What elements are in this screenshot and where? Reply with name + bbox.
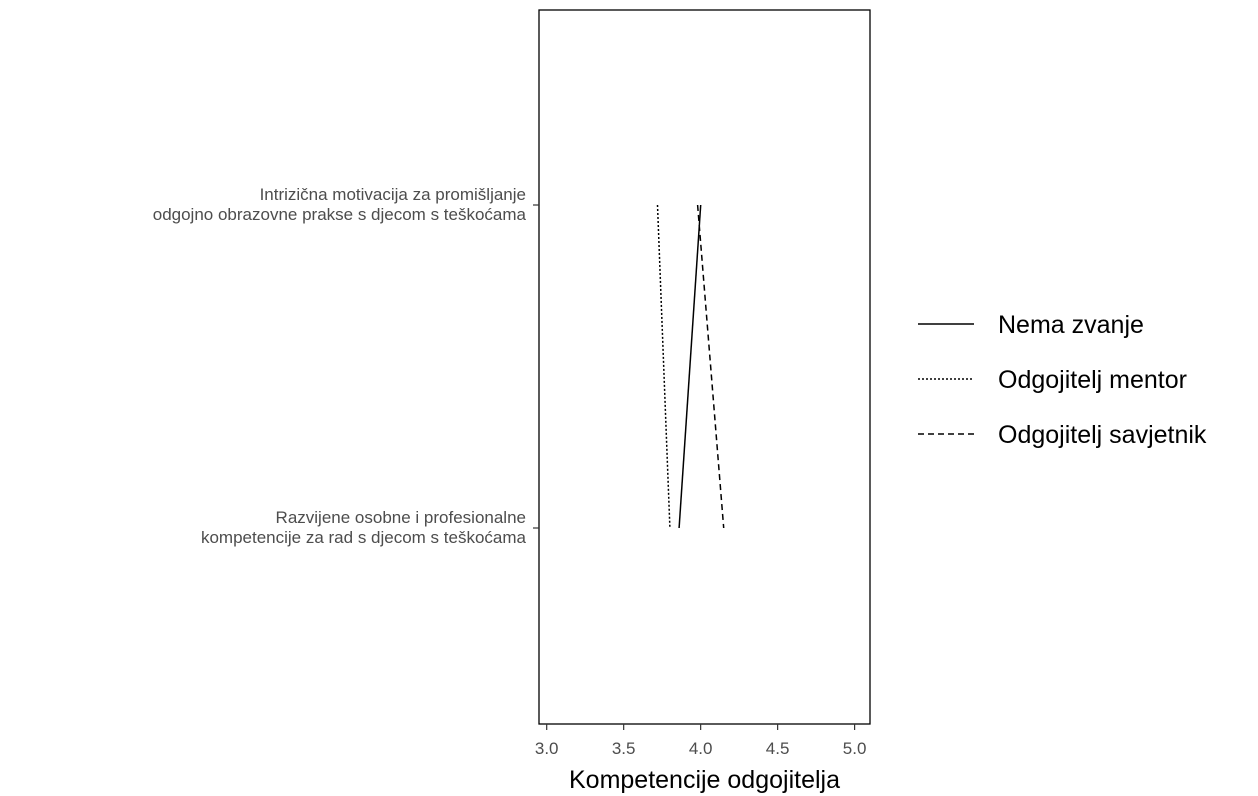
- y-tick-label: Intrizična motivacija za promišljanje: [260, 185, 526, 204]
- series-line-1: [678, 204, 702, 529]
- x-axis-title: Kompetencije odgojitelja: [569, 766, 840, 794]
- legend: Nema zvanje Odgojitelj mentor Odgojitelj s…: [918, 311, 1207, 449]
- y-tick-label: Razvijene osobne i profesionalne: [276, 508, 526, 527]
- series-lines: [656, 204, 725, 529]
- series-line-3: [696, 204, 725, 529]
- x-tick-label: 4.5: [766, 739, 790, 758]
- plot-panel-frame: [538, 9, 871, 725]
- x-tick-label: 3.5: [612, 739, 636, 758]
- x-tick-label: 4.0: [689, 739, 713, 758]
- x-tick-label: 3.0: [535, 739, 559, 758]
- x-axis: 3.0 3.5 4.0 4.5 5.0: [535, 724, 867, 758]
- y-tick-label: odgojno obrazovne prakse s djecom s tešk…: [153, 205, 527, 224]
- legend-label: Odgojitelj mentor: [998, 366, 1187, 394]
- x-tick-label: 5.0: [843, 739, 867, 758]
- y-axis: Intrizična motivacija za promišljanjeodg…: [153, 185, 539, 547]
- series-line-2: [656, 204, 671, 529]
- y-tick-label: kompetencije za rad s djecom s teškoćama: [201, 528, 527, 547]
- legend-label: Odgojitelj savjetnik: [998, 421, 1207, 449]
- legend-label: Nema zvanje: [998, 311, 1144, 339]
